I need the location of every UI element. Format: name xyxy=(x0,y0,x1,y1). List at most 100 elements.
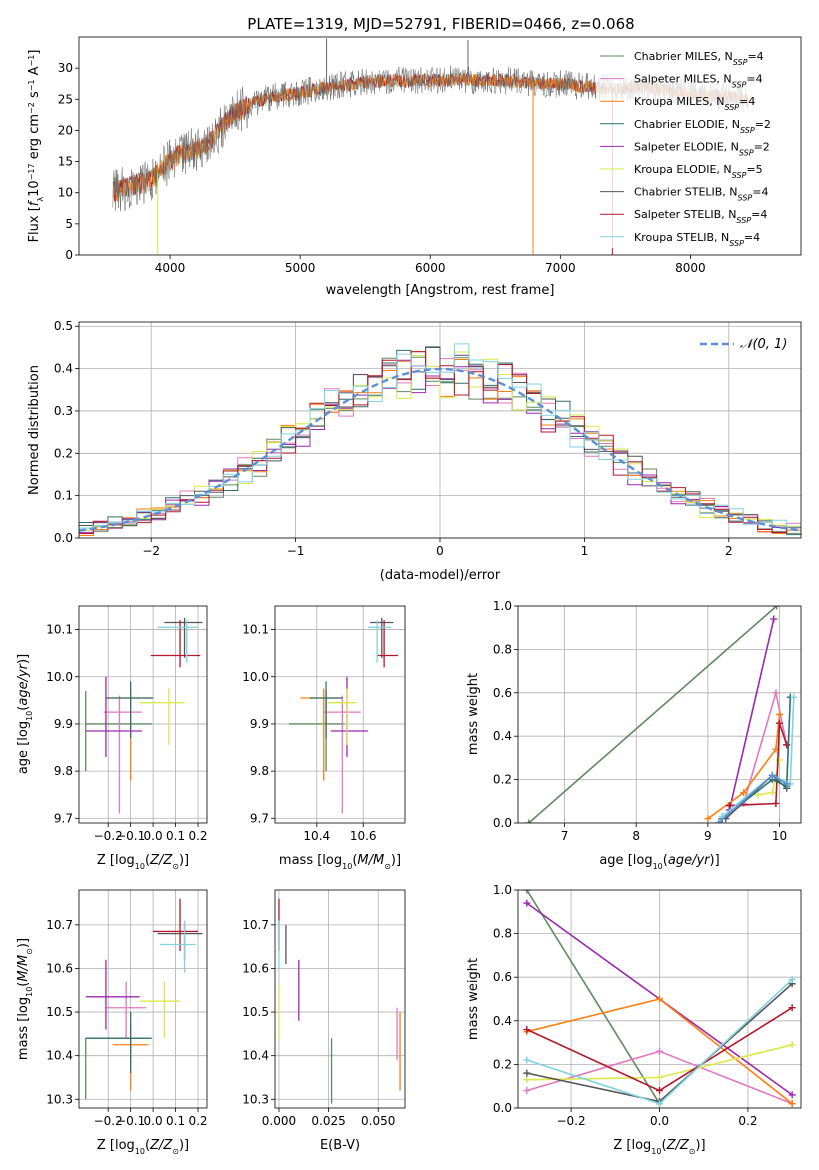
y-tick-label: 0.8 xyxy=(493,642,512,656)
y-tick-label: 0.5 xyxy=(54,319,73,333)
y-tick-label: 10.5 xyxy=(46,1005,73,1019)
weight-line xyxy=(528,606,778,823)
legend-nssp: =4 xyxy=(752,186,768,199)
label-part: A xyxy=(27,66,42,79)
x-tick-label: 0.2 xyxy=(188,1114,207,1128)
y-tick-label: 10.4 xyxy=(242,1049,269,1063)
y-tick-label: 0.6 xyxy=(493,686,512,700)
y-tick-label: 0.6 xyxy=(493,970,512,984)
legend-nssp: =4 xyxy=(746,73,762,86)
label-part: ( xyxy=(352,853,357,868)
weight-marker xyxy=(788,1091,796,1099)
axes-frame xyxy=(78,889,208,1109)
weight-marker xyxy=(523,1026,531,1034)
x-tick-label: 10 xyxy=(772,829,787,843)
weight-marker xyxy=(768,771,776,779)
weight-marker xyxy=(656,1087,663,1095)
legend-text: Kroupa MILES, N xyxy=(634,95,724,108)
y-tick-label: 10.0 xyxy=(46,670,73,684)
label-part: Z [log xyxy=(613,1138,651,1153)
x-tick-label: −2 xyxy=(142,544,160,558)
legend-text: Kroupa ELODIE, N xyxy=(634,163,732,176)
label-part: Z/Z xyxy=(666,1138,690,1153)
histogram-step xyxy=(79,347,801,538)
mass-vs-metallicity-panel: −0.2−0.10.0 0.1 0.2 10.3 10.4 10.5 10.6 10.7 Z [… xyxy=(16,889,208,1156)
label-part: )] xyxy=(179,1138,189,1153)
weight-line xyxy=(721,697,792,820)
x-tick-label: 0.1 xyxy=(166,1114,185,1128)
x-axis-label: (data-model)/error xyxy=(380,568,501,583)
legend-text: Salpeter STELIB, N xyxy=(634,208,736,221)
weight-marker xyxy=(776,711,784,718)
axes: 7 8 9 10 0.0 0.2 0.4 0.6 0.8 1.0 xyxy=(493,599,787,843)
weight-marker xyxy=(523,1069,531,1077)
axes: −2 −1 0 1 2 0.0 0.1 0.2 0.3 0.4 0.5 xyxy=(54,319,733,558)
x-tick-label: 4000 xyxy=(155,261,186,275)
label-part: M/M xyxy=(16,955,31,982)
axes: −0.2−0.10.0 0.1 0.2 9.7 9.8 9.9 10.0 10.1 xyxy=(46,623,207,843)
weight-line xyxy=(707,714,781,820)
y-tick-label: 10.1 xyxy=(242,623,269,637)
weight-marker xyxy=(773,606,781,610)
y-axis-label: mass weight xyxy=(466,958,481,1040)
y-tick-label: 1.0 xyxy=(493,883,512,897)
axes-frame xyxy=(78,36,802,256)
label-part: −17 xyxy=(27,163,36,180)
y-tick-label: 9.9 xyxy=(250,717,269,731)
plot-area xyxy=(275,606,405,823)
label-part: )] xyxy=(16,654,31,664)
x-axis-label: Z [log10(Z/Z⊙)] xyxy=(613,1138,705,1156)
label-part: −1 xyxy=(27,55,36,67)
x-tick-label: 0.000 xyxy=(262,1114,296,1128)
label-part: 10 xyxy=(653,862,663,871)
label-part: ⊙ xyxy=(172,862,179,871)
label-part: age [log xyxy=(599,853,652,868)
axes-frame xyxy=(78,605,208,824)
y-tick-label: 0 xyxy=(65,248,73,262)
weight-marker xyxy=(656,1047,663,1055)
y-tick-label: 1.0 xyxy=(493,599,512,613)
y-tick-label: 30 xyxy=(58,61,73,75)
label-part: f xyxy=(27,199,42,206)
x-tick-label: 0.0 xyxy=(144,1114,163,1128)
label-part: mass [log xyxy=(279,853,342,868)
weight-marker xyxy=(788,975,796,983)
x-tick-label: 9 xyxy=(704,829,712,843)
label-part: 10 xyxy=(25,987,34,997)
x-tick-label: 6000 xyxy=(415,261,446,275)
y-tick-label: 0.2 xyxy=(493,773,512,787)
x-axis-label: wavelength [Angstrom, rest frame] xyxy=(326,283,555,298)
weight-marker xyxy=(525,819,533,823)
weight-marker xyxy=(768,789,776,797)
axes-frame xyxy=(517,605,802,824)
weight-marker xyxy=(788,1004,796,1012)
plot-area xyxy=(79,890,207,1108)
axes-frame xyxy=(274,605,406,824)
label-part: ( xyxy=(661,1138,666,1153)
y-axis-label: mass weight xyxy=(466,673,481,755)
label-part: )] xyxy=(16,938,31,948)
label-part: age/yr xyxy=(668,853,711,868)
x-axis-label: mass [log10(M/M⊙)] xyxy=(279,853,401,871)
y-tick-label: 10.6 xyxy=(242,961,269,975)
y-tick-label: 0.2 xyxy=(54,446,73,460)
weight-marker xyxy=(656,995,663,1003)
weight-marker xyxy=(772,799,780,807)
label-part: ⊙ xyxy=(384,862,391,871)
legend-box xyxy=(596,44,796,248)
legend-label: Salpeter MILES, NSSP=4 xyxy=(634,73,763,90)
x-tick-label: −0.2 xyxy=(94,1114,123,1128)
plot-area xyxy=(518,606,801,823)
y-axis-label: Normed distribution xyxy=(27,365,42,495)
legend-nssp: =4 xyxy=(739,95,755,108)
label-part: 10 xyxy=(27,180,42,197)
x-axis-label: age [log10(age/yr)] xyxy=(599,853,719,871)
chart-title: PLATE=1319, MJD=52791, FIBERID=0466, z=0… xyxy=(247,15,634,33)
label-part: Z/Z xyxy=(149,853,173,868)
axes: 4000 5000 6000 7000 8000 0 5 10 15 20 25 30 xyxy=(58,61,706,275)
label-part: age/yr xyxy=(16,662,31,705)
y-tick-label: 9.9 xyxy=(54,717,73,731)
label-part: )] xyxy=(391,853,401,868)
plot-area xyxy=(275,890,405,1108)
label-part: 10 xyxy=(25,711,34,721)
